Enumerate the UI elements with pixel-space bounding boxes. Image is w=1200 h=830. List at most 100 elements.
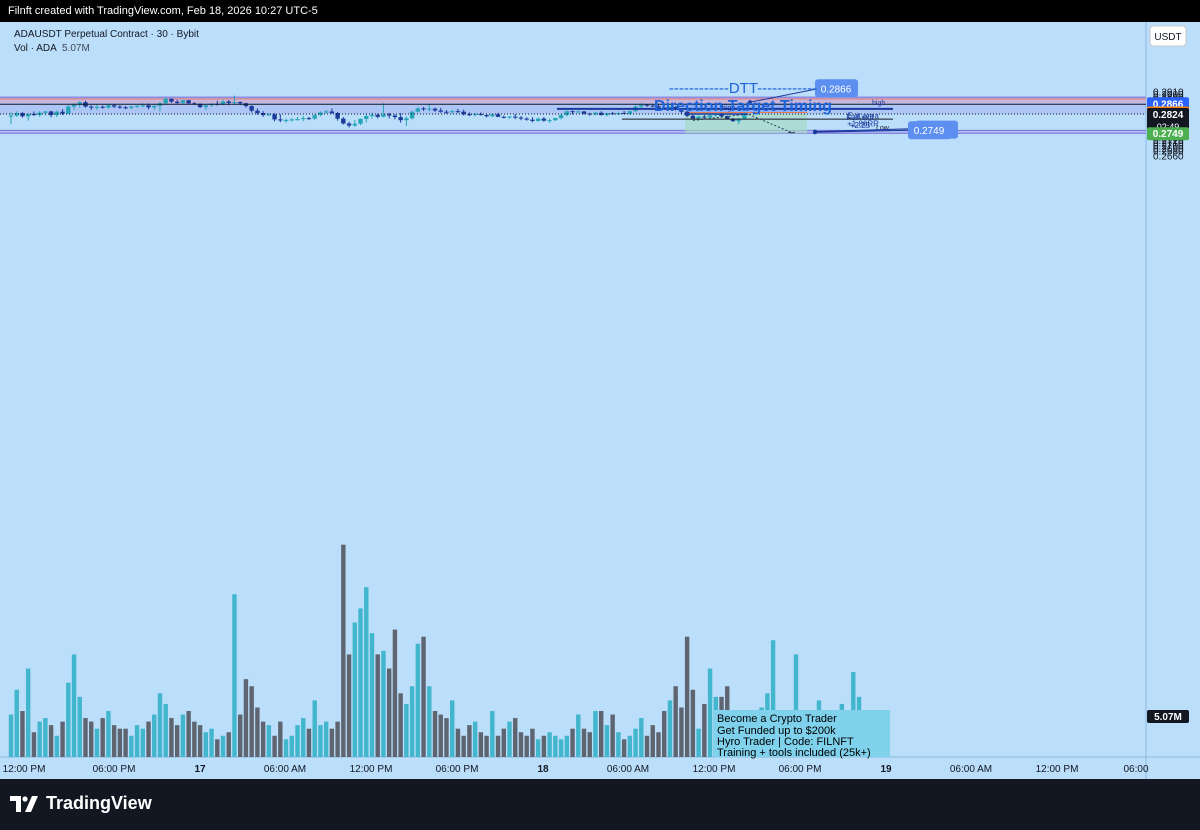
volume-bar bbox=[684, 636, 690, 757]
volume-bar bbox=[392, 629, 398, 757]
candle-body bbox=[409, 111, 415, 119]
candle-body bbox=[587, 113, 592, 115]
candle-body bbox=[421, 108, 426, 110]
x-tick-label: 06:00 PM bbox=[436, 764, 479, 775]
candle-body bbox=[341, 118, 346, 124]
candle-body bbox=[725, 116, 730, 119]
volume-bar bbox=[174, 725, 180, 757]
candle-body bbox=[238, 101, 243, 104]
symbol-label: ADAUSDT Perpetual Contract · 30 · Bybit bbox=[14, 29, 199, 40]
volume-bar bbox=[100, 718, 105, 757]
volume-bar bbox=[169, 718, 174, 757]
candle-body bbox=[312, 115, 317, 119]
candle-body bbox=[60, 111, 65, 114]
volume-bar bbox=[627, 735, 633, 757]
full-exit-label: Full exit bbox=[846, 113, 874, 122]
x-tick-label: 06:00 AM bbox=[950, 764, 992, 775]
currency-button-label: USDT bbox=[1154, 32, 1181, 43]
volume-bar bbox=[770, 640, 776, 757]
candle-body bbox=[260, 112, 266, 116]
volume-bar bbox=[295, 725, 300, 757]
y-tick-label: 0.2680 bbox=[1153, 146, 1184, 157]
candle-body bbox=[386, 114, 392, 116]
price-countdown: 02:49 bbox=[1157, 122, 1180, 132]
volume-bar bbox=[43, 718, 48, 757]
volume-bar bbox=[272, 735, 277, 757]
candle-body bbox=[346, 123, 352, 126]
y-tick-label: 0.2720 bbox=[1153, 136, 1184, 147]
volume-bar bbox=[323, 721, 329, 757]
candle-body bbox=[696, 116, 701, 119]
volume-bar bbox=[341, 544, 346, 757]
volume-bar bbox=[243, 679, 249, 757]
candle-body bbox=[553, 118, 558, 121]
volume-bar bbox=[656, 732, 661, 757]
candle-body bbox=[226, 101, 231, 104]
volume-bar bbox=[192, 721, 197, 757]
volume-bar bbox=[48, 725, 54, 757]
candle-body bbox=[89, 106, 94, 108]
x-tick-label: 17 bbox=[194, 764, 206, 775]
tradingview-logo[interactable]: TradingView bbox=[10, 793, 152, 814]
dtt-title: ------------DTT------------ bbox=[669, 80, 817, 97]
candle-body bbox=[203, 105, 209, 108]
price-badge bbox=[1147, 710, 1189, 723]
candle-body bbox=[415, 108, 421, 112]
volume-bar bbox=[381, 650, 386, 757]
candle-body bbox=[644, 104, 650, 106]
candle-body bbox=[283, 119, 289, 121]
candle-body bbox=[100, 106, 105, 108]
volume-bar bbox=[524, 735, 529, 757]
volume-bar bbox=[570, 728, 575, 757]
promo-box bbox=[714, 710, 890, 757]
candle-body bbox=[94, 106, 100, 108]
volume-bar bbox=[553, 735, 558, 757]
volume-bar bbox=[306, 728, 312, 757]
candle-body bbox=[66, 106, 71, 114]
callout-connector bbox=[749, 88, 816, 103]
candle-body bbox=[163, 98, 168, 104]
bottom-bar: TradingView bbox=[0, 779, 1200, 830]
candle-body bbox=[249, 106, 254, 111]
promo-line-4: Training + tools included (25k+) bbox=[717, 747, 871, 759]
candle-body bbox=[455, 111, 461, 113]
volume-bar bbox=[438, 714, 443, 757]
volume-bar bbox=[432, 711, 438, 757]
candle-body bbox=[134, 105, 140, 107]
volume-bar bbox=[335, 721, 340, 757]
candle-body bbox=[180, 100, 186, 104]
x-tick-label: 12:00 PM bbox=[3, 764, 46, 775]
candle-body bbox=[152, 105, 157, 108]
candle-body bbox=[323, 111, 329, 113]
volume-bar bbox=[415, 643, 421, 757]
candle-body bbox=[232, 101, 237, 104]
callout-price: 0.2749 bbox=[914, 126, 945, 137]
volume-bar bbox=[318, 725, 323, 757]
dtt-subtitle: Direction Target Timing bbox=[654, 98, 832, 115]
volume-bar bbox=[696, 728, 701, 757]
promo-line-3: Hyro Trader | Code: FILNFT bbox=[717, 736, 854, 748]
volume-bar bbox=[564, 735, 570, 757]
volume-bar bbox=[793, 654, 799, 757]
candle-body bbox=[495, 114, 501, 117]
candle-body bbox=[667, 106, 673, 109]
volume-bar bbox=[260, 721, 266, 757]
candle-body bbox=[513, 116, 518, 118]
candle-body bbox=[25, 114, 31, 117]
candle-body bbox=[71, 104, 77, 107]
volume-bar bbox=[484, 735, 489, 757]
volume-bar bbox=[358, 608, 363, 757]
candle-body bbox=[174, 101, 180, 104]
position-risk-zone bbox=[685, 103, 807, 113]
top-bar: Filnft created with TradingView.com, Feb… bbox=[0, 0, 1200, 22]
volume-bar bbox=[203, 732, 209, 757]
candle-body bbox=[306, 118, 312, 120]
currency-button[interactable] bbox=[1149, 25, 1187, 47]
candle-body bbox=[450, 111, 455, 113]
volume-bar bbox=[71, 654, 77, 757]
candle-body bbox=[364, 116, 369, 119]
x-tick-label: 06:00 PM bbox=[779, 764, 822, 775]
candle-body bbox=[598, 112, 604, 116]
candle-body bbox=[501, 116, 506, 118]
